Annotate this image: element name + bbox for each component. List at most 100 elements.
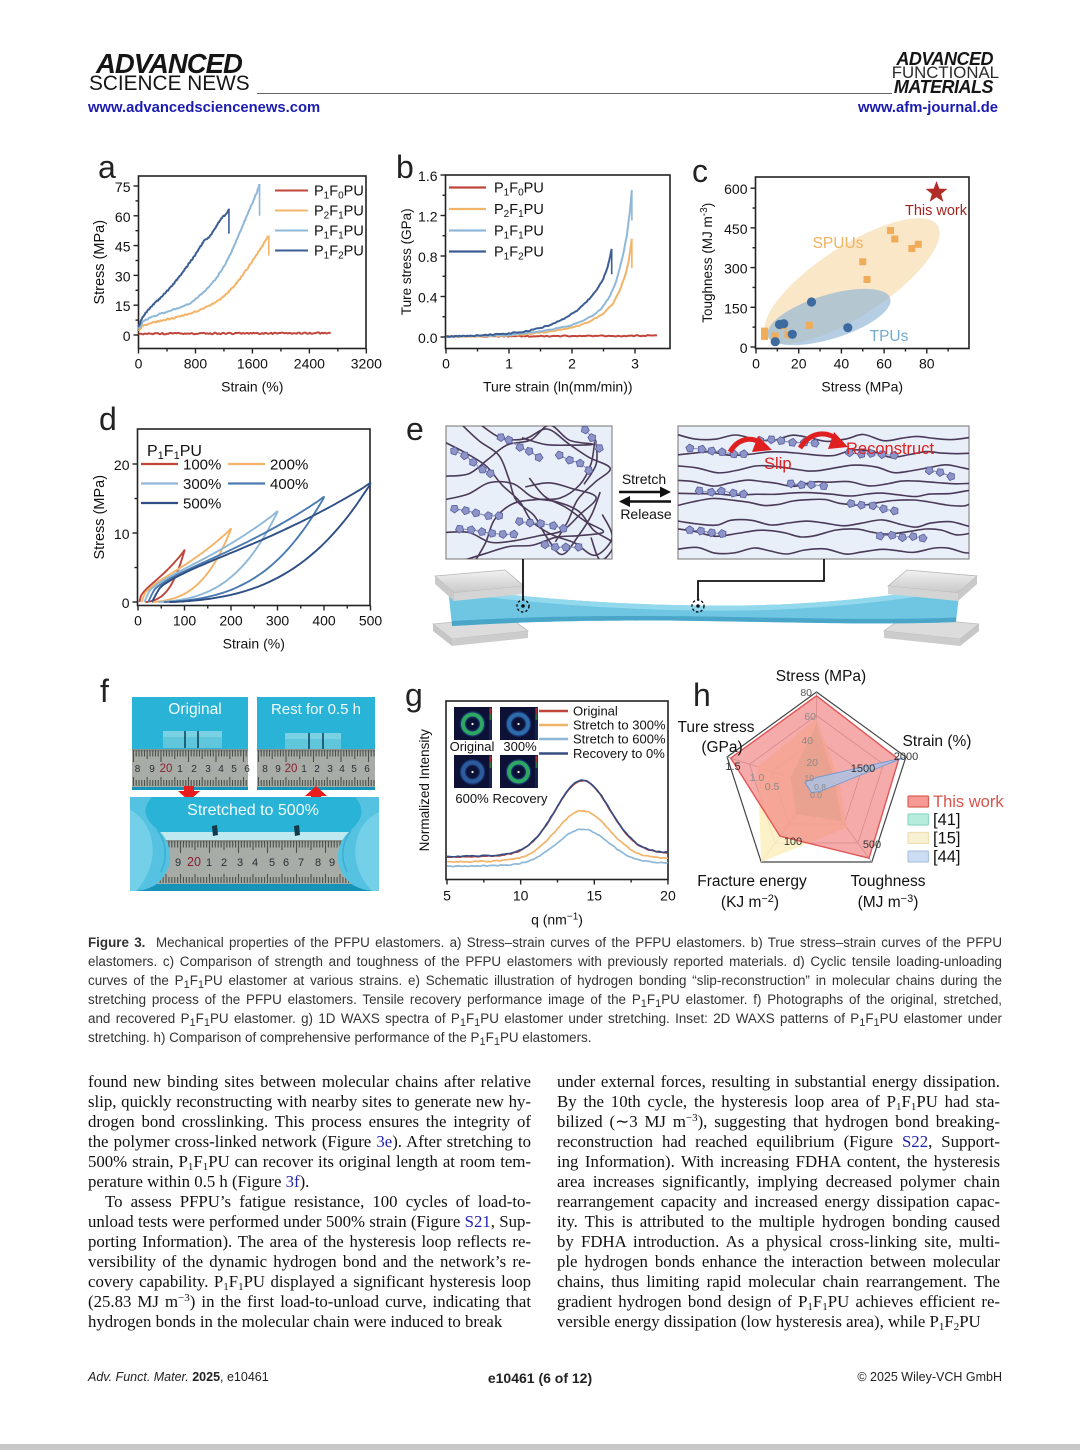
- svg-text:0.0: 0.0: [810, 790, 822, 800]
- svg-text:400%: 400%: [270, 476, 308, 493]
- svg-text:Ture stress: Ture stress: [678, 719, 755, 736]
- svg-text:5: 5: [231, 764, 237, 775]
- svg-text:Release: Release: [620, 506, 672, 522]
- svg-text:40: 40: [801, 735, 813, 747]
- svg-text:0: 0: [123, 328, 131, 344]
- svg-text:Stretch to 600%: Stretch to 600%: [573, 732, 666, 747]
- svg-text:60: 60: [876, 356, 892, 372]
- svg-text:8: 8: [315, 857, 321, 869]
- svg-text:Recovery: Recovery: [493, 791, 548, 806]
- svg-text:Strain (%): Strain (%): [223, 636, 285, 652]
- svg-text:Original: Original: [450, 739, 495, 754]
- svg-text:P1F1PU: P1F1PU: [314, 224, 364, 242]
- svg-text:b: b: [396, 149, 414, 185]
- svg-text:0: 0: [135, 356, 143, 372]
- svg-text:2000: 2000: [894, 751, 918, 763]
- svg-text:Strain (%): Strain (%): [221, 379, 283, 395]
- svg-text:6: 6: [364, 764, 370, 775]
- svg-text:d: d: [99, 401, 117, 437]
- svg-text:q (nm−1): q (nm−1): [531, 912, 583, 928]
- svg-text:This work: This work: [933, 793, 1004, 811]
- svg-text:0: 0: [442, 356, 450, 372]
- svg-text:600: 600: [724, 181, 748, 197]
- svg-text:200: 200: [219, 613, 243, 629]
- svg-text:(KJ m−2): (KJ m−2): [721, 893, 779, 911]
- svg-text:Stress (MPa): Stress (MPa): [821, 379, 903, 395]
- svg-text:3: 3: [327, 764, 333, 775]
- svg-text:0.5: 0.5: [765, 781, 780, 793]
- svg-text:0: 0: [752, 356, 760, 372]
- svg-text:60: 60: [804, 711, 816, 723]
- svg-text:300%: 300%: [503, 739, 537, 754]
- svg-text:Toughness (MJ m-3): Toughness (MJ m-3): [699, 203, 715, 323]
- svg-text:300: 300: [724, 261, 748, 277]
- svg-text:Stress (MPa): Stress (MPa): [776, 668, 866, 685]
- svg-text:Stress (MPa): Stress (MPa): [92, 220, 108, 305]
- svg-text:P2F1PU: P2F1PU: [314, 204, 364, 222]
- svg-text:20: 20: [806, 757, 818, 769]
- svg-text:(MJ m−3): (MJ m−3): [858, 893, 919, 911]
- svg-text:0.4: 0.4: [418, 290, 438, 306]
- svg-text:5: 5: [351, 764, 357, 775]
- svg-text:5: 5: [269, 857, 275, 869]
- svg-text:20: 20: [660, 888, 676, 904]
- svg-text:3200: 3200: [351, 356, 382, 372]
- svg-text:This work: This work: [905, 203, 968, 219]
- svg-text:2: 2: [568, 356, 576, 372]
- svg-text:[15]: [15]: [933, 830, 961, 848]
- svg-text:[44]: [44]: [933, 848, 961, 866]
- svg-text:Stress (MPa): Stress (MPa): [92, 475, 108, 560]
- svg-text:20: 20: [160, 763, 173, 775]
- svg-text:80: 80: [919, 356, 935, 372]
- svg-text:600%: 600%: [455, 791, 489, 806]
- svg-text:300: 300: [266, 613, 290, 629]
- svg-text:f: f: [100, 673, 109, 709]
- svg-text:P1F2PU: P1F2PU: [314, 244, 364, 262]
- svg-text:Fracture energy: Fracture energy: [697, 873, 807, 890]
- svg-text:60: 60: [115, 209, 131, 225]
- svg-text:500: 500: [359, 613, 383, 629]
- svg-text:40: 40: [834, 356, 850, 372]
- svg-text:3: 3: [631, 356, 639, 372]
- svg-text:7: 7: [298, 857, 304, 869]
- svg-text:1600: 1600: [237, 356, 268, 372]
- svg-text:Stretch to 300%: Stretch to 300%: [573, 718, 666, 733]
- svg-text:400: 400: [312, 613, 336, 629]
- svg-text:Original: Original: [573, 704, 618, 719]
- svg-text:0: 0: [740, 340, 748, 356]
- svg-text:8: 8: [135, 764, 141, 775]
- svg-text:Stretch: Stretch: [622, 471, 666, 487]
- svg-text:20: 20: [187, 855, 201, 869]
- svg-text:TPUs: TPUs: [870, 328, 909, 345]
- svg-text:Normalized Intensity: Normalized Intensity: [417, 729, 432, 852]
- svg-text:2: 2: [191, 764, 197, 775]
- svg-text:Toughness: Toughness: [851, 873, 926, 890]
- svg-text:150: 150: [724, 300, 748, 316]
- svg-text:Ture strain (ln(mm/min)): Ture strain (ln(mm/min)): [483, 379, 633, 395]
- svg-text:0: 0: [122, 595, 130, 611]
- svg-text:1: 1: [177, 764, 183, 775]
- svg-text:e: e: [406, 411, 424, 447]
- svg-text:(GPa): (GPa): [701, 739, 742, 756]
- svg-text:Slip: Slip: [764, 455, 792, 473]
- svg-text:Ture stress (GPa): Ture stress (GPa): [399, 208, 414, 315]
- svg-text:1.2: 1.2: [418, 209, 438, 225]
- svg-text:1500: 1500: [851, 763, 875, 775]
- svg-text:1.6: 1.6: [418, 168, 438, 184]
- svg-text:9: 9: [329, 857, 335, 869]
- svg-text:P2F1PU: P2F1PU: [494, 202, 544, 220]
- svg-text:SPUUs: SPUUs: [813, 235, 864, 252]
- svg-text:P1F0PU: P1F0PU: [494, 181, 544, 199]
- svg-text:h: h: [693, 677, 711, 713]
- svg-text:P1F0PU: P1F0PU: [314, 184, 364, 202]
- svg-text:1: 1: [505, 356, 513, 372]
- svg-text:1: 1: [206, 857, 212, 869]
- svg-text:15: 15: [587, 888, 603, 904]
- svg-text:800: 800: [184, 356, 208, 372]
- svg-text:8: 8: [262, 764, 268, 775]
- svg-text:80: 80: [800, 687, 812, 699]
- svg-text:Strain (%): Strain (%): [903, 733, 972, 750]
- svg-text:15: 15: [115, 298, 131, 314]
- svg-text:4: 4: [252, 857, 258, 869]
- svg-text:10: 10: [513, 888, 529, 904]
